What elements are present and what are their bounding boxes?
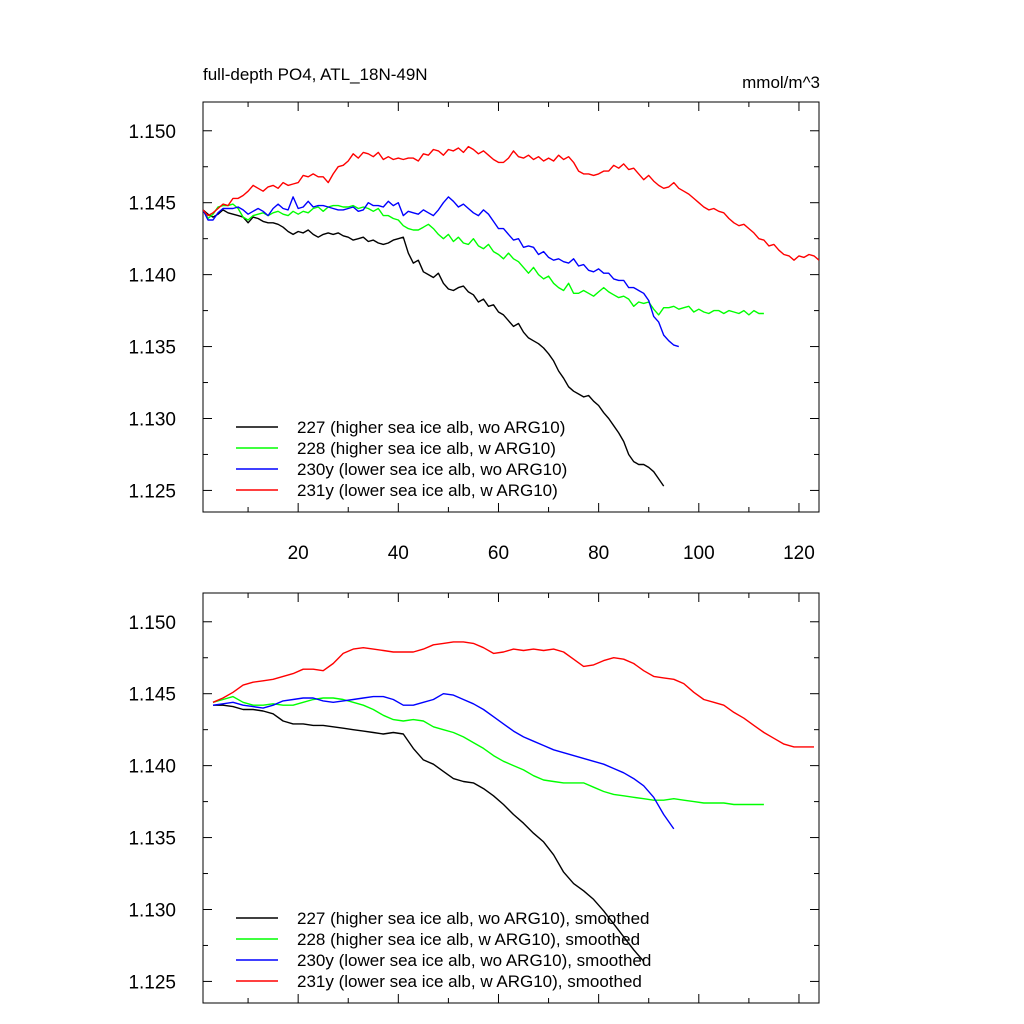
legend-label-3: 231y (lower sea ice alb, w ARG10) (297, 481, 558, 500)
series-line-1 (212, 695, 764, 806)
top-legend: 227 (higher sea ice alb, wo ARG10) 228 (h… (236, 418, 567, 500)
y-tick-label: 1.145 (128, 194, 176, 215)
series-line-2 (212, 693, 675, 830)
legend-label-0: 227 (higher sea ice alb, wo ARG10) (297, 418, 565, 437)
top-chart-units: mmol/m^3 (742, 73, 820, 92)
series-line-3 (212, 641, 814, 748)
y-tick-label: 1.150 (128, 613, 176, 634)
x-tick-label: 80 (588, 543, 609, 564)
series-line-3 (203, 145, 819, 261)
top-plot-frame (202, 101, 820, 513)
y-tick-label: 1.130 (128, 409, 176, 430)
y-tick-label: 1.145 (128, 685, 176, 706)
x-tick-label: 100 (683, 543, 715, 564)
x-tick-label: 20 (288, 543, 309, 564)
legend-label-2: 230y (lower sea ice alb, wo ARG10), smoo… (297, 951, 651, 970)
legend-label-3: 231y (lower sea ice alb, w ARG10), smoot… (297, 972, 642, 991)
y-tick-label: 1.130 (128, 900, 176, 921)
top-chart-title: full-depth PO4, ATL_18N-49N (203, 65, 428, 84)
top-x-tick-labels: 20 40 60 80 100 120 (288, 543, 815, 564)
series-line-0 (203, 209, 665, 487)
bottom-series-group (212, 641, 814, 962)
bottom-plot-frame (202, 592, 820, 1004)
y-tick-label: 1.140 (128, 266, 176, 287)
y-tick-label: 1.135 (128, 338, 176, 359)
series-line-2 (203, 196, 680, 348)
top-panel: full-depth PO4, ATL_18N-49N mmol/m^3 1.1… (128, 65, 820, 564)
legend-label-1: 228 (higher sea ice alb, w ARG10), smoot… (297, 930, 640, 949)
series-line-1 (203, 203, 764, 316)
legend-label-0: 227 (higher sea ice alb, wo ARG10), smoo… (297, 909, 649, 928)
y-tick-label: 1.150 (128, 122, 176, 143)
y-tick-label: 1.125 (128, 481, 176, 502)
top-series-group (203, 145, 819, 487)
bottom-y-tick-labels: 1.125 1.130 1.135 1.140 1.145 1.150 (128, 613, 176, 994)
series-line-0 (213, 704, 645, 962)
bottom-legend: 227 (higher sea ice alb, wo ARG10), smoo… (236, 909, 651, 991)
bottom-ticks (203, 593, 819, 1003)
x-tick-label: 120 (783, 543, 815, 564)
y-tick-label: 1.125 (128, 972, 176, 993)
bottom-panel: 1.125 1.130 1.135 1.140 1.145 1.150 227 (high… (128, 592, 820, 1004)
legend-label-2: 230y (lower sea ice alb, wo ARG10) (297, 460, 567, 479)
x-tick-label: 60 (488, 543, 509, 564)
legend-label-1: 228 (higher sea ice alb, w ARG10) (297, 439, 556, 458)
top-y-tick-labels: 1.125 1.130 1.135 1.140 1.145 1.150 (128, 122, 176, 503)
y-tick-label: 1.140 (128, 757, 176, 778)
y-tick-label: 1.135 (128, 829, 176, 850)
x-tick-label: 40 (388, 543, 409, 564)
top-ticks (203, 102, 819, 512)
